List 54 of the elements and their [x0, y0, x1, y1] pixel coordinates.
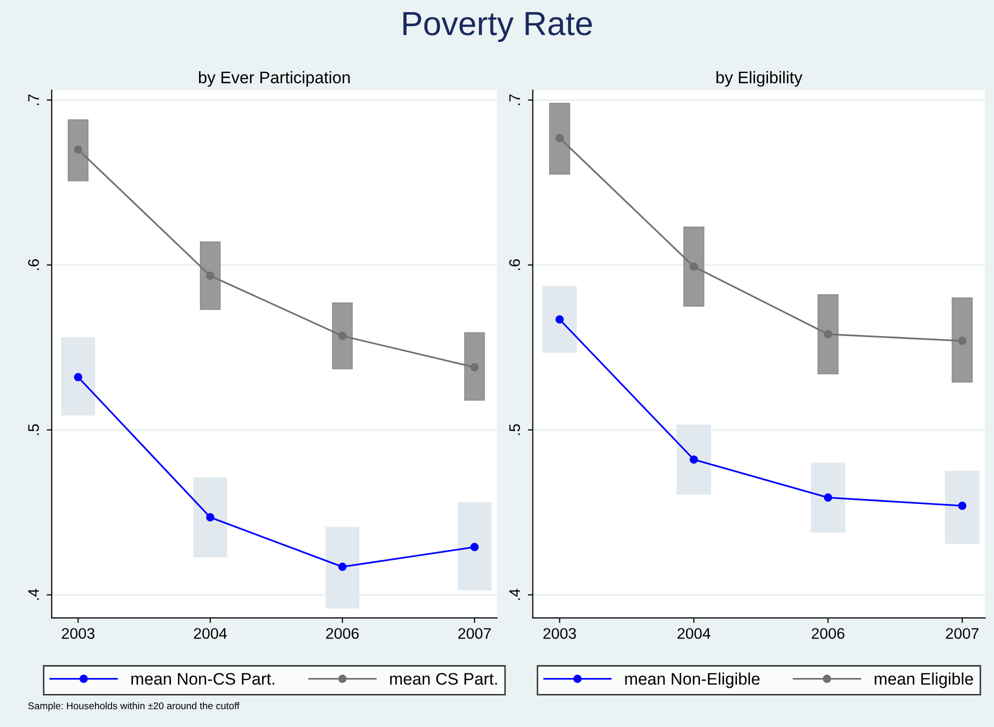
x-tick-label: 2003 — [62, 628, 94, 639]
bar — [542, 286, 577, 353]
point — [74, 145, 82, 154]
point — [958, 336, 966, 346]
bar — [464, 332, 485, 401]
bar — [683, 226, 704, 307]
bar — [200, 241, 221, 310]
chart-title: Poverty Rate — [403, 12, 592, 42]
x-tick-label: 2007 — [946, 628, 978, 639]
legend-label: mean Non-CS Part. — [131, 672, 274, 685]
point — [690, 455, 698, 464]
text: Sample: Households within ±20 around the cutoff — [28, 702, 240, 712]
chart-subtitle: by Ever Participation — [199, 71, 350, 87]
x-tick-label: 2004 — [678, 628, 710, 639]
bar — [68, 119, 88, 182]
bar — [332, 302, 353, 370]
bar — [818, 294, 839, 374]
point — [470, 542, 479, 552]
point — [824, 493, 832, 502]
point — [206, 272, 214, 280]
point — [470, 363, 479, 372]
y-tick-label: .6 — [509, 259, 520, 270]
x-tick-label: 2006 — [812, 628, 844, 639]
point — [338, 562, 347, 571]
bar — [549, 102, 570, 175]
legend-label: mean CS Part. — [390, 672, 497, 685]
point — [206, 513, 214, 522]
point — [958, 502, 966, 510]
y-tick-label: .7 — [28, 94, 39, 106]
point — [338, 332, 347, 340]
x-tick-label: 2003 — [543, 628, 576, 639]
point — [690, 262, 698, 271]
point — [555, 134, 564, 142]
y-tick-label: .5 — [28, 424, 39, 435]
bar — [945, 470, 980, 544]
y-tick-label: .4 — [509, 588, 520, 600]
y-tick-label: .5 — [509, 424, 520, 435]
chart-subtitle: by Eligibility — [716, 71, 802, 87]
bar — [61, 337, 96, 416]
x-tick-label: 2007 — [458, 628, 491, 639]
point — [74, 372, 82, 382]
point — [824, 330, 832, 338]
bar — [458, 502, 492, 590]
y-tick-label: .4 — [28, 588, 39, 600]
point — [555, 315, 564, 324]
legend-label: mean Eligible — [874, 672, 973, 688]
y-tick-label: .6 — [28, 259, 39, 270]
bar — [952, 298, 973, 383]
bar — [193, 477, 228, 558]
x-tick-label: 2004 — [194, 628, 227, 639]
bar — [810, 462, 846, 533]
legend-label: mean Non-Eligible — [625, 672, 760, 688]
y-tick-label: .7 — [509, 94, 520, 106]
x-tick-label: 2006 — [326, 628, 359, 639]
